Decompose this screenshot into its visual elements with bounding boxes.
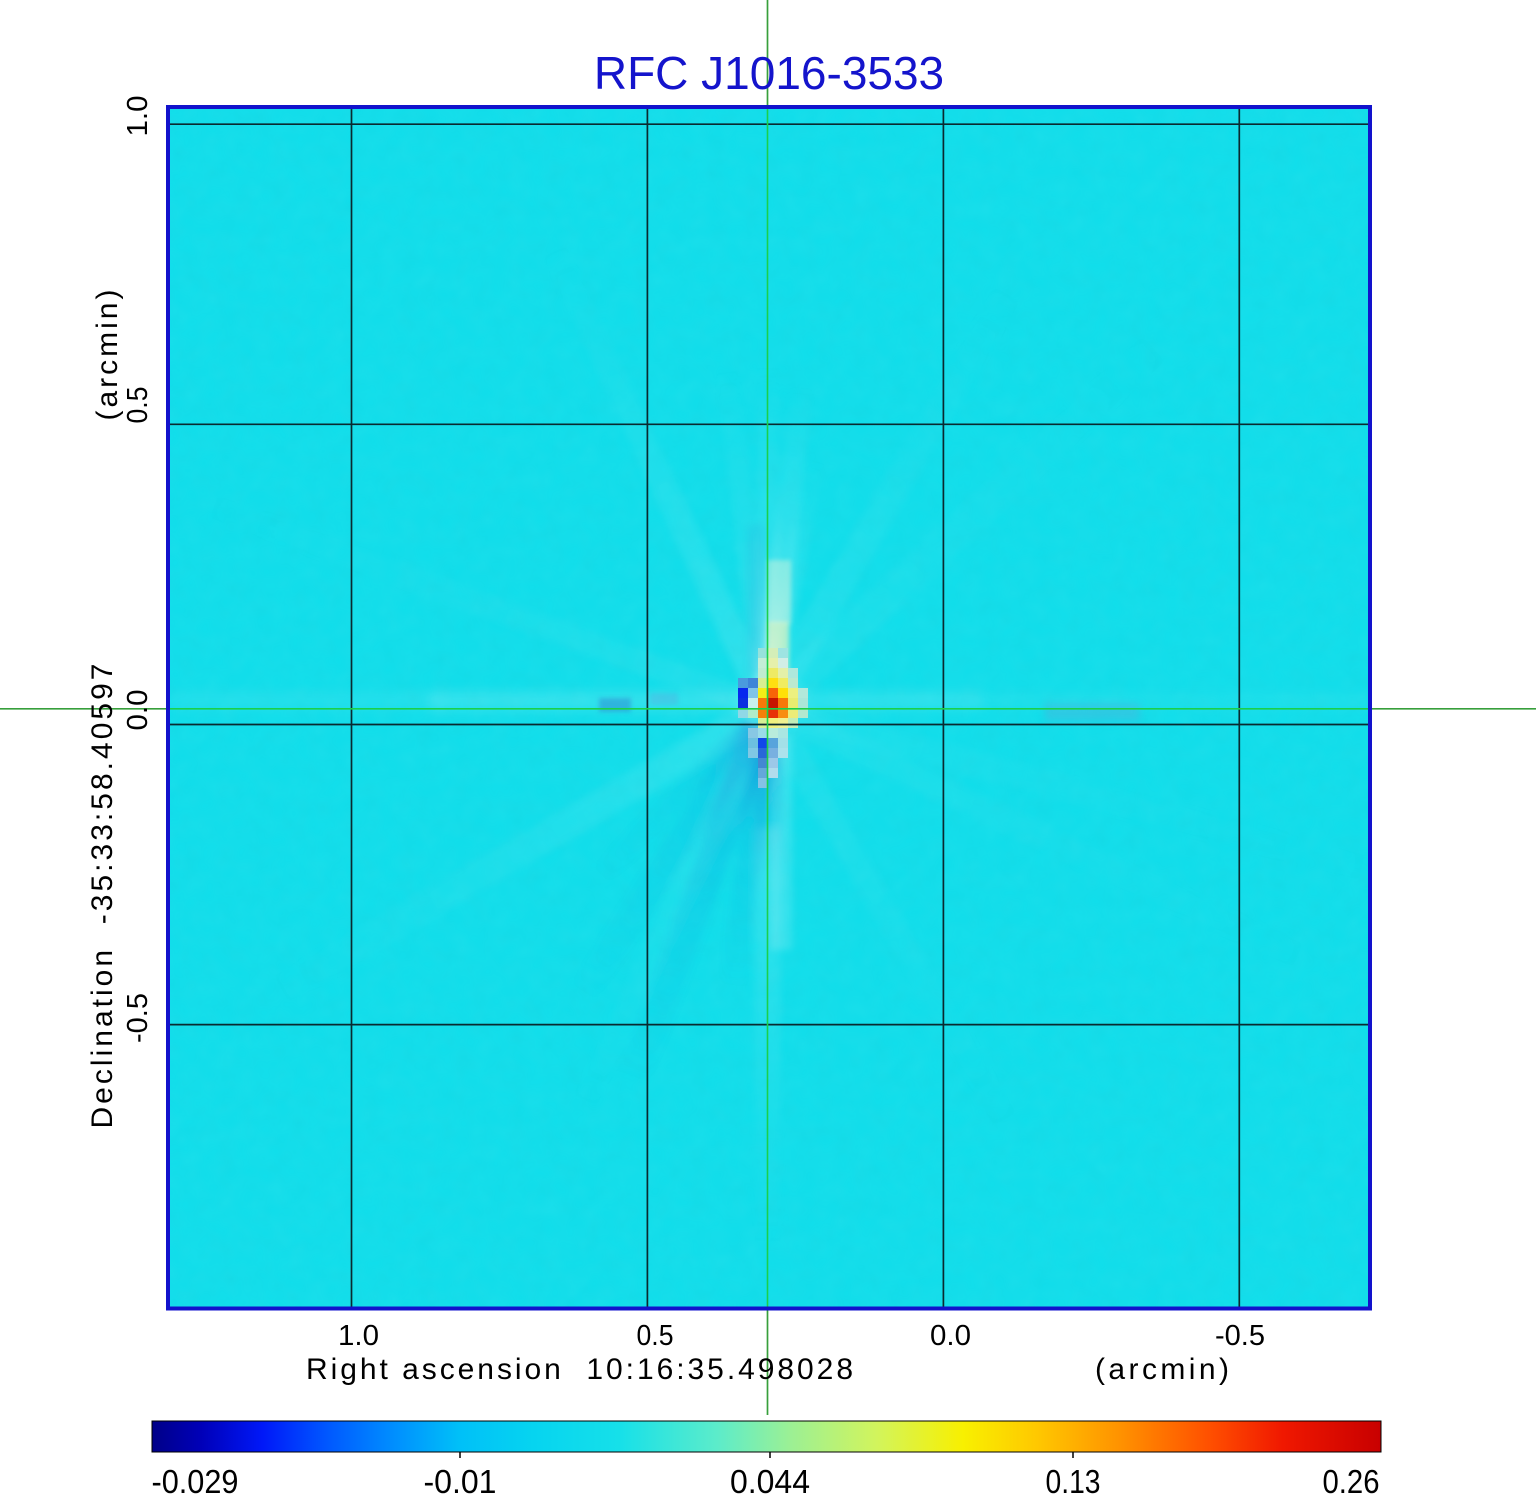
svg-text:-0.5: -0.5 — [1215, 1320, 1265, 1352]
svg-text:-0.029: -0.029 — [152, 1463, 239, 1500]
svg-text:0.13: 0.13 — [1046, 1463, 1101, 1500]
svg-text:0.5: 0.5 — [122, 387, 154, 424]
svg-text:(arcmin): (arcmin) — [91, 290, 124, 421]
svg-text:0.0: 0.0 — [122, 690, 154, 731]
svg-text:0.0: 0.0 — [930, 1320, 971, 1352]
svg-text:RFC J1016-3533: RFC J1016-3533 — [594, 47, 944, 99]
svg-text:1.0: 1.0 — [338, 1320, 379, 1352]
svg-text:0.044: 0.044 — [730, 1463, 810, 1500]
svg-text:-0.5: -0.5 — [122, 993, 154, 1043]
svg-text:(arcmin): (arcmin) — [1095, 1353, 1229, 1386]
svg-text:Right ascension 10:16:35.4980: Right ascension 10:16:35.498028 — [306, 1353, 853, 1386]
svg-text:0.26: 0.26 — [1323, 1463, 1380, 1500]
svg-text:0.5: 0.5 — [637, 1320, 674, 1352]
svg-text:-0.01: -0.01 — [424, 1463, 497, 1500]
svg-text:1.0: 1.0 — [122, 96, 154, 137]
